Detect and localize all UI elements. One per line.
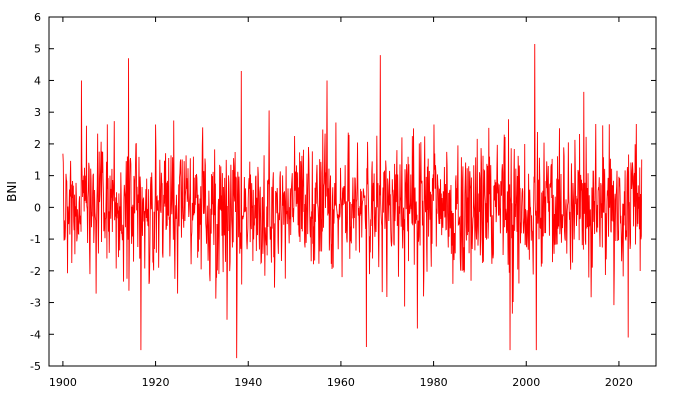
y-tick-label: 5 [34, 43, 41, 56]
x-tick-label: 2020 [605, 376, 633, 389]
y-tick-label: -3 [30, 297, 41, 310]
y-tick-label: 0 [34, 201, 41, 214]
x-tick-label: 1920 [142, 376, 170, 389]
x-tick-label: 1960 [327, 376, 355, 389]
y-tick-label: 1 [34, 170, 41, 183]
x-tick-label: 1980 [420, 376, 448, 389]
y-tick-label: 6 [34, 11, 41, 24]
y-tick-label: -5 [30, 360, 41, 373]
y-tick-label: -2 [30, 265, 41, 278]
x-axis: 1900 1920 1940 1960 1980 2000 2020 [49, 17, 633, 389]
x-tick-label: 1940 [234, 376, 262, 389]
x-tick-label: 2000 [512, 376, 540, 389]
series-layer [62, 43, 643, 359]
y-tick-label: -1 [30, 233, 41, 246]
y-tick-label: -4 [30, 328, 41, 341]
y-tick-label: 2 [34, 138, 41, 151]
y-tick-label: 4 [34, 74, 41, 87]
y-axis: -5 -4 -3 -2 -1 0 1 2 3 4 5 6 [30, 11, 656, 373]
x-tick-label: 1900 [49, 376, 77, 389]
plot-frame [48, 16, 657, 367]
y-axis-label: BNI [5, 181, 19, 202]
series-line-0 [62, 43, 643, 359]
y-tick-label: 3 [34, 106, 41, 119]
